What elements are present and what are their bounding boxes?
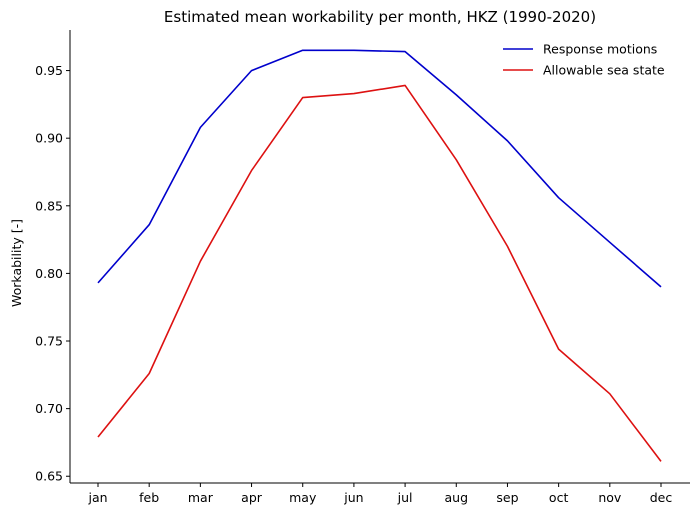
series-line-1 (97, 49, 662, 288)
x-tick-label: jul (397, 490, 413, 505)
y-tick-label: 0.65 (35, 469, 63, 484)
y-tick-label: 0.75 (35, 334, 63, 349)
x-tick-label: jun (343, 490, 363, 505)
x-tick-label: may (289, 490, 317, 505)
series-line-2 (97, 84, 662, 462)
y-tick-label: 0.70 (35, 401, 63, 416)
series-layer (97, 49, 662, 462)
x-tick-label: aug (445, 490, 469, 505)
y-tick-label: 0.90 (35, 131, 63, 146)
axes (69, 30, 690, 484)
x-tick-label: jan (87, 490, 107, 505)
x-tick-label: apr (241, 490, 263, 505)
y-tick-label: 0.95 (35, 63, 63, 78)
y-tick-label: 0.85 (35, 198, 63, 213)
x-axis-ticks: jan feb mar apr may jun jul aug sep oct nov dec (87, 483, 672, 505)
x-tick-label: feb (139, 490, 159, 505)
chart-title: Estimated mean workability per month, HK… (164, 8, 596, 26)
x-tick-label: mar (188, 490, 214, 505)
x-tick-label: sep (496, 490, 518, 505)
legend: Response motions Allowable sea state (503, 42, 665, 78)
y-tick-label: 0.80 (35, 266, 63, 281)
x-tick-label: oct (549, 490, 569, 505)
x-tick-label: dec (650, 490, 673, 505)
legend-label-2: Allowable sea state (543, 63, 665, 78)
legend-label-1: Response motions (543, 42, 657, 57)
x-tick-label: nov (598, 490, 622, 505)
y-axis-ticks: 0.65 0.70 0.75 0.80 0.85 0.90 0.95 (35, 63, 70, 484)
y-axis-label: Workability [-] (9, 219, 24, 307)
